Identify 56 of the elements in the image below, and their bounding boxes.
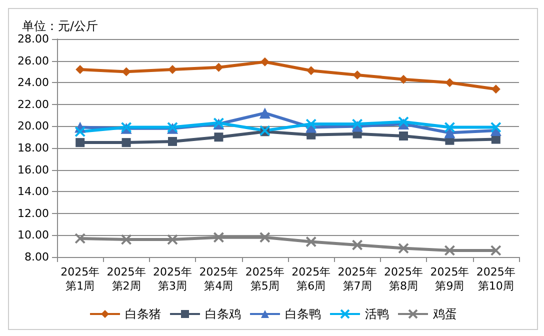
y-tick-label: 26.00 bbox=[18, 54, 49, 68]
point bbox=[398, 242, 409, 254]
x-tick-label: 2025年第8周 bbox=[384, 266, 423, 292]
point bbox=[259, 232, 270, 243]
x-tick-label: 2025年第2周 bbox=[106, 266, 146, 292]
x-tick-label: 2025年第4周 bbox=[199, 266, 238, 292]
legend-label: 白条鸭 bbox=[285, 307, 321, 321]
y-tick-label: 12.00 bbox=[18, 206, 49, 220]
legend-label: 白条猪 bbox=[125, 307, 161, 321]
point bbox=[214, 62, 224, 72]
x-tick-label: 2025年第10周 bbox=[476, 266, 516, 292]
point bbox=[213, 232, 224, 243]
legend-label: 活鸭 bbox=[365, 307, 389, 321]
point bbox=[260, 57, 270, 66]
point bbox=[168, 65, 177, 74]
point bbox=[122, 138, 131, 148]
point bbox=[214, 132, 224, 142]
legend-label: 鸡蛋 bbox=[432, 307, 457, 321]
x-tick-label: 2025年第5周 bbox=[245, 266, 284, 292]
y-tick-label: 8.00 bbox=[24, 250, 49, 264]
point bbox=[490, 244, 502, 256]
point bbox=[444, 127, 456, 138]
point bbox=[306, 118, 317, 130]
x-tick-label: 2025年第6周 bbox=[292, 266, 331, 292]
point bbox=[76, 138, 85, 148]
y-tick-label: 18.00 bbox=[18, 142, 49, 154]
x-tick-label: 2025年第9周 bbox=[430, 266, 470, 292]
point bbox=[490, 122, 502, 133]
x-tick-label: 2025年第1周 bbox=[60, 266, 100, 292]
point bbox=[352, 240, 363, 251]
y-tick-label: 10.00 bbox=[18, 228, 49, 242]
point bbox=[74, 126, 86, 138]
point bbox=[444, 244, 456, 256]
point bbox=[167, 234, 178, 246]
point bbox=[120, 234, 132, 246]
legend-label: 白条鸡 bbox=[205, 307, 241, 321]
point bbox=[74, 232, 86, 244]
y-tick-label: 20.00 bbox=[18, 120, 49, 133]
y-tick-label: 24.00 bbox=[18, 76, 49, 90]
y-tick-label: 16.00 bbox=[18, 163, 49, 176]
y-tick-label: 14.00 bbox=[18, 185, 49, 198]
point bbox=[352, 70, 362, 80]
y-tick-label: 22.00 bbox=[18, 98, 49, 111]
point bbox=[306, 236, 317, 248]
point bbox=[399, 132, 408, 141]
point bbox=[445, 78, 454, 88]
x-tick-label: 2025年第3周 bbox=[153, 266, 192, 292]
point bbox=[398, 116, 409, 128]
chart-title: 单位：元/公斤 bbox=[22, 19, 98, 33]
point bbox=[168, 136, 177, 146]
y-tick-label: 28.00 bbox=[18, 32, 49, 46]
point bbox=[399, 74, 408, 84]
point bbox=[259, 108, 270, 119]
point bbox=[444, 122, 456, 133]
x-tick-label: 2025年第7周 bbox=[338, 266, 377, 292]
point bbox=[491, 84, 500, 94]
